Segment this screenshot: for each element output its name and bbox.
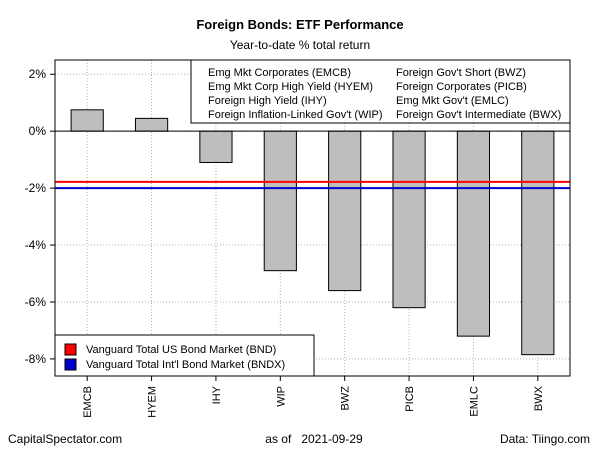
legend-entry: Emg Mkt Gov't (EMLC) xyxy=(396,95,509,107)
legend-label: Vanguard Total US Bond Market (BND) xyxy=(86,344,276,356)
legend-entry: Foreign Corporates (PICB) xyxy=(396,81,527,93)
x-axis: EMCB HYEM IHY WIP BWZ PICB EMLC BWX xyxy=(82,376,545,418)
y-tick-label: 2% xyxy=(29,67,47,81)
y-tick-label: -2% xyxy=(25,181,47,195)
legend-swatch xyxy=(64,343,77,356)
y-axis: 2% 0% -2% -4% -6% -8% xyxy=(25,67,55,366)
legend-entry: Foreign High Yield (IHY) xyxy=(208,95,327,107)
footer-right: Data: Tiingo.com xyxy=(500,432,590,446)
footer-left: CapitalSpectator.com xyxy=(8,432,122,446)
chart-subtitle: Year-to-date % total return xyxy=(230,38,370,52)
x-tick-label: IHY xyxy=(211,385,223,404)
bar xyxy=(134,117,169,132)
x-tick-label: BWZ xyxy=(340,386,352,411)
x-tick-label: PICB xyxy=(404,386,416,412)
legend-label: Vanguard Total Int'l Bond Market (BNDX) xyxy=(86,359,285,371)
reference-lines xyxy=(55,130,570,190)
bar xyxy=(456,130,491,337)
bar xyxy=(392,130,426,309)
bar xyxy=(199,130,233,163)
legend-entry: Foreign Gov't Intermediate (BWX) xyxy=(396,109,561,121)
x-tick-label: EMCB xyxy=(82,386,94,418)
legend-bottom-box xyxy=(54,334,315,377)
bar xyxy=(328,130,362,292)
legend-entry: Foreign Inflation-Linked Gov't (WIP) xyxy=(208,109,383,121)
y-tick-label: -8% xyxy=(25,352,47,366)
legend-top: Emg Mkt Corporates (EMCB) Emg Mkt Corp Hi… xyxy=(190,59,571,124)
x-tick-label: EMLC xyxy=(468,386,480,417)
plot-frame xyxy=(54,59,571,377)
bar xyxy=(263,130,297,272)
legend-bottom: Vanguard Total US Bond Market (BND) Vangu… xyxy=(54,334,315,377)
legend-entry: Foreign Gov't Short (BWZ) xyxy=(396,67,526,79)
x-tick-label: WIP xyxy=(275,386,287,407)
x-tick-label: HYEM xyxy=(147,386,159,418)
footer-center: as of 2021-09-29 xyxy=(265,432,363,446)
legend-entry: Emg Mkt Corp High Yield (HYEM) xyxy=(208,81,373,93)
x-tick-label: BWX xyxy=(533,385,545,411)
chart-title: Foreign Bonds: ETF Performance xyxy=(196,17,403,32)
y-tick-label: -6% xyxy=(25,295,47,309)
y-tick-label: 0% xyxy=(29,124,47,138)
bar xyxy=(521,130,555,356)
y-tick-label: -4% xyxy=(25,238,47,252)
bars xyxy=(70,109,555,356)
legend-entry: Emg Mkt Corporates (EMCB) xyxy=(208,67,351,79)
legend-swatch xyxy=(64,358,77,371)
bar xyxy=(70,109,104,132)
